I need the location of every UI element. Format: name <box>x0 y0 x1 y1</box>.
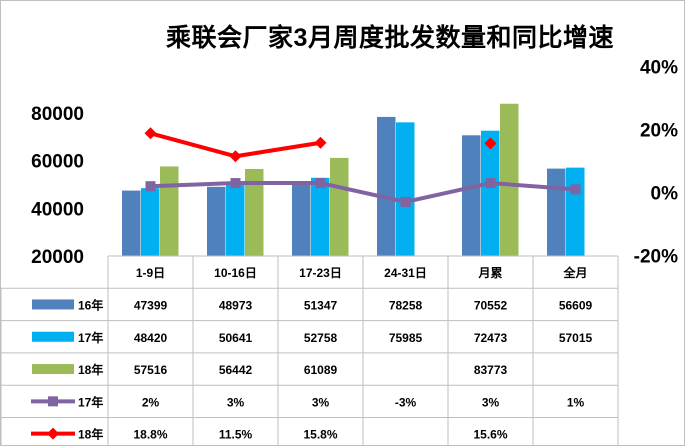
y-right-tick-label: 40% <box>640 58 678 79</box>
table-cell: 56442 <box>219 363 253 377</box>
legend-key-bar <box>32 299 74 310</box>
table-cell: 47399 <box>134 298 168 312</box>
table-cell: 48420 <box>134 331 168 345</box>
legend-label: 17年 <box>78 394 103 409</box>
point-17-growth <box>400 196 411 207</box>
x-tick-label: 月累 <box>477 266 502 280</box>
legend-label: 17年 <box>78 330 103 345</box>
line-17-growth <box>150 181 576 204</box>
point-17-growth <box>315 178 326 189</box>
table-cell: 3% <box>227 395 245 409</box>
y-right-tick-label: 0% <box>651 184 679 205</box>
table-cell: 18.8% <box>133 428 167 442</box>
bar-16 <box>547 168 566 256</box>
table-cell: 70552 <box>474 298 508 312</box>
bar-17 <box>141 188 160 256</box>
table-cell: 57015 <box>559 331 593 345</box>
bar-16 <box>377 116 396 256</box>
point-17-growth <box>485 178 496 189</box>
legend-key-marker <box>47 427 59 440</box>
bar-17 <box>566 167 585 256</box>
table-cell: 50641 <box>219 331 253 345</box>
bar-17 <box>481 130 500 256</box>
table-cell: 1% <box>567 395 585 409</box>
table-cell: 48973 <box>219 298 253 312</box>
y-left-tick-label: 80000 <box>31 104 84 125</box>
bar-17 <box>396 122 415 256</box>
bar-16 <box>122 190 141 256</box>
table-cell: -3% <box>395 395 417 409</box>
point-17-growth <box>230 178 241 189</box>
x-tick-label: 全月 <box>562 265 587 280</box>
bar-18 <box>330 157 349 256</box>
legend-key-marker <box>48 396 58 407</box>
table-cell: 11.5% <box>219 428 253 442</box>
table-cell: 57516 <box>134 363 168 377</box>
bar-17 <box>226 182 245 256</box>
table-cell: 56609 <box>559 298 593 312</box>
point-18-growth <box>314 136 327 149</box>
bar-18 <box>500 103 519 256</box>
y-right-tick-label: 20% <box>640 121 678 142</box>
bar-16 <box>292 181 311 256</box>
bar-18 <box>160 166 179 256</box>
bar-16 <box>207 186 226 256</box>
table-cell: 51347 <box>304 298 338 312</box>
table-cell: 72473 <box>474 331 508 345</box>
table-cell: 61089 <box>304 363 338 377</box>
legend-key-bar <box>32 364 74 375</box>
point-17-growth <box>570 184 581 195</box>
table-cell: 3% <box>312 395 330 409</box>
y-left-tick-label: 60000 <box>31 152 84 173</box>
y-left-tick-label: 40000 <box>31 199 84 220</box>
table-cell: 78258 <box>389 298 423 312</box>
point-18-growth <box>229 150 242 163</box>
table-cell: 15.8% <box>303 428 337 442</box>
x-tick-label: 24-31日 <box>384 266 427 280</box>
table-cell: 52758 <box>304 331 338 345</box>
table-cell: 75985 <box>389 331 423 345</box>
legend-label: 18年 <box>78 362 103 377</box>
table-cell: 2% <box>142 395 160 409</box>
y-right-tick-label: -20% <box>634 247 678 268</box>
x-tick-label: 17-23日 <box>299 266 342 280</box>
chart-title: 乘联会厂家3月周度批发数量和同比增速 <box>166 24 614 52</box>
x-tick-label: 10-16日 <box>214 266 257 280</box>
point-17-growth <box>145 181 156 192</box>
legend-label: 16年 <box>78 297 103 312</box>
x-tick-label: 1-9日 <box>136 266 165 280</box>
point-18-growth <box>144 127 157 140</box>
table-cell: 15.6% <box>473 428 507 442</box>
bar-18 <box>245 168 264 256</box>
y-left-tick-label: 20000 <box>31 247 84 268</box>
table-cell: 3% <box>482 395 500 409</box>
table-cell: 83773 <box>474 363 508 377</box>
legend-key-bar <box>32 331 74 342</box>
legend-label: 18年 <box>78 427 103 442</box>
bar-16 <box>462 135 481 256</box>
point-18-growth <box>484 137 497 150</box>
bar-17 <box>311 177 330 256</box>
